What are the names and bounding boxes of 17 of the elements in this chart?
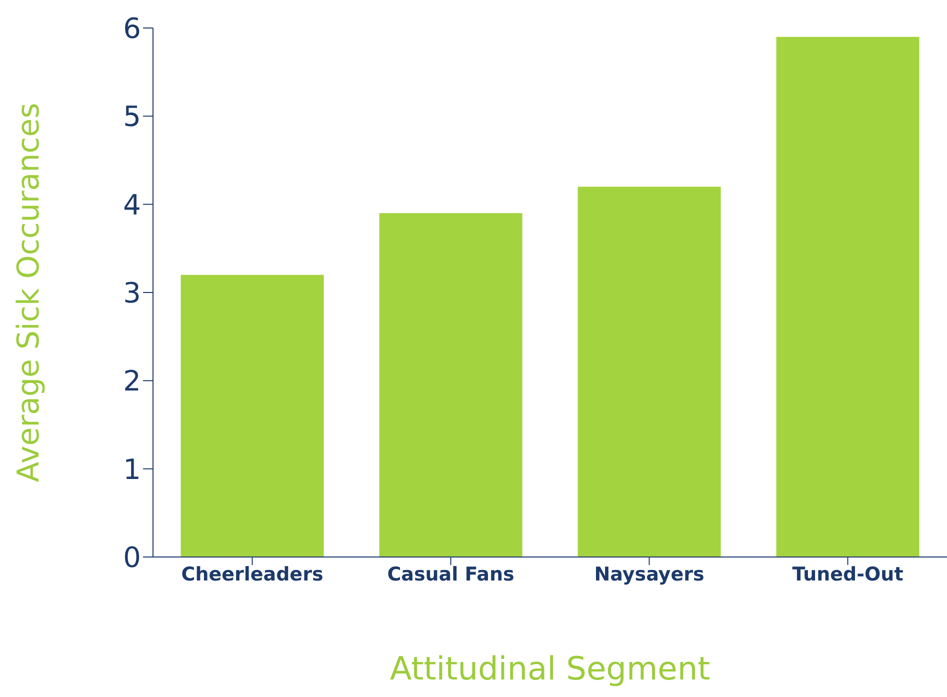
y-tick-label: 3 xyxy=(123,276,141,310)
y-tick-label: 2 xyxy=(123,364,141,398)
y-axis-title: Average Sick Occurances xyxy=(12,102,47,482)
bar xyxy=(180,274,324,557)
bar xyxy=(776,36,920,557)
y-tick-label: 5 xyxy=(123,100,141,134)
x-axis-title: Attitudinal Segment xyxy=(390,650,710,688)
x-tick-label: Cheerleaders xyxy=(181,563,324,586)
y-tick-label: 0 xyxy=(123,540,141,574)
x-tick-label: Naysayers xyxy=(594,563,704,586)
bar xyxy=(379,213,522,557)
x-tick-label: Casual Fans xyxy=(387,563,514,586)
y-tick-label: 4 xyxy=(123,188,141,222)
x-tick-label: Tuned-Out xyxy=(792,563,904,586)
y-tick-label: 1 xyxy=(123,452,141,486)
bar xyxy=(578,186,721,557)
y-tick-label: 6 xyxy=(123,12,141,45)
